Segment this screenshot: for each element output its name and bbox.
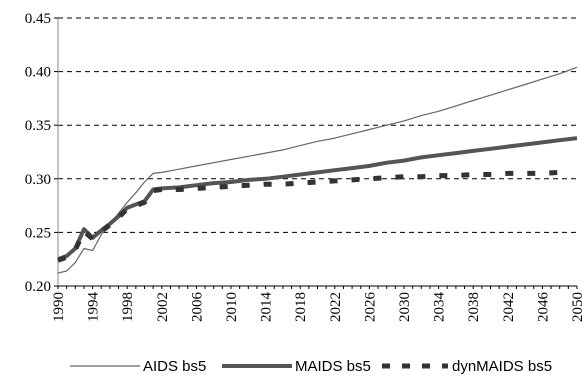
- legend-label: MAIDS bs5: [295, 358, 371, 375]
- legend: AIDS bs5 MAIDS bs5 dynMAIDS bs5: [70, 358, 552, 375]
- x-tick-label: 2018: [293, 292, 309, 322]
- x-tick-label: 2030: [397, 292, 413, 322]
- grid-layer: [58, 17, 577, 233]
- legend-label: AIDS bs5: [143, 358, 206, 375]
- x-tick-label: 2014: [259, 292, 275, 323]
- series-line-1: [57, 66, 578, 274]
- x-tick-label: 2022: [328, 292, 344, 322]
- y-tick-label: 0.40: [25, 65, 51, 81]
- x-tick-label: 2038: [466, 292, 482, 322]
- series-line-3: [57, 169, 560, 263]
- x-tick-label: 1994: [86, 292, 102, 323]
- x-tick-label: 2002: [155, 292, 171, 322]
- x-tick-label: 1998: [120, 292, 136, 322]
- x-tick-label: 2006: [189, 292, 205, 323]
- y-tick-label: 0.45: [25, 11, 51, 27]
- x-tick-labels: 1990 1994 1998 2002 2006 2010 2014 2018 2022 2026…: [51, 286, 582, 322]
- x-tick-label: 2050: [570, 292, 582, 322]
- series-line-2: [57, 136, 578, 262]
- legend-label: dynMAIDS bs5: [452, 358, 552, 375]
- x-tick-label: 2010: [224, 292, 240, 322]
- x-tick-label: 2034: [432, 292, 448, 323]
- x-tick-label: 2042: [501, 292, 517, 322]
- x-tick-label: 2046: [535, 292, 551, 323]
- x-tick-label: 2026: [362, 292, 378, 323]
- x-tick-label: 1990: [51, 292, 67, 322]
- y-tick-label: 0.25: [25, 225, 51, 241]
- y-tick-label: 0.20: [25, 279, 51, 295]
- series-layer: [57, 66, 578, 274]
- y-tick-labels: 0.20 0.25 0.30 0.35 0.40 0.45: [25, 11, 58, 295]
- y-tick-label: 0.35: [25, 118, 51, 134]
- y-tick-label: 0.30: [25, 172, 51, 188]
